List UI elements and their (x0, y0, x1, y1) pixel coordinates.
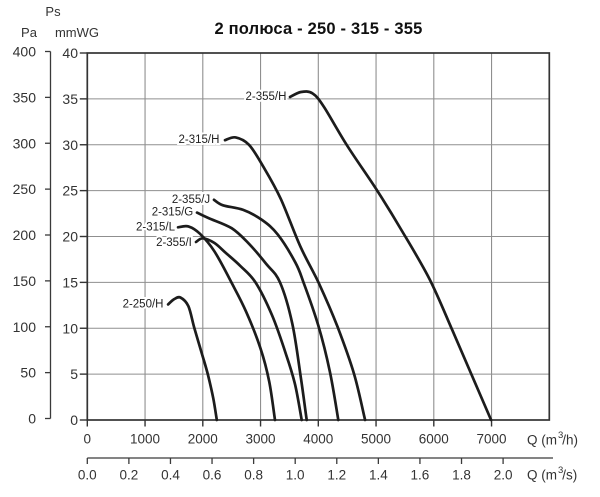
curve-label-2-355/H: 2-355/H (246, 91, 287, 103)
m3h-tick-label: 1000 (130, 432, 160, 447)
m3s-tick-label: 1.0 (286, 468, 305, 483)
mmwg-tick-label: 20 (62, 229, 78, 245)
m3h-tick-label: 5000 (361, 432, 391, 447)
mmwg-tick-label: 35 (62, 91, 78, 107)
m3h-tick-label: 3000 (246, 432, 276, 447)
curve-label-2-315/L: 2-315/L (136, 221, 176, 233)
flow-unit-m3h-prefix: Q (m (527, 432, 557, 448)
flow-unit-m3h-label: Q (m3/h) (527, 430, 579, 448)
flow-unit-m3s-sup: 3 (558, 465, 564, 476)
m3s-tick-label: 0.4 (161, 468, 180, 483)
m3s-tick-label: 0.6 (203, 468, 222, 483)
m3s-tick-label: 1.8 (452, 468, 471, 483)
curve-2-355/H (288, 90, 493, 422)
m3s-tick-label: 1.4 (369, 468, 388, 483)
pa-tick-label: 400 (13, 44, 37, 60)
curve-label-2-250/H: 2-250/H (123, 298, 164, 310)
curve-2-355/J (212, 198, 340, 422)
curve-label-2-355/I: 2-355/I (156, 237, 192, 249)
m3s-tick-label: 0.2 (119, 468, 138, 483)
pa-tick-label: 250 (13, 181, 37, 197)
pa-tick-label: 350 (13, 89, 37, 105)
curve-label-2-315/H: 2-315/H (179, 134, 220, 146)
pa-tick-label: 150 (13, 273, 37, 289)
mmwg-tick-label: 30 (62, 137, 78, 153)
pa-unit-label: Pa (21, 25, 37, 40)
curve-2-250/H (166, 295, 219, 422)
mmwg-tick-label: 15 (62, 274, 78, 290)
mmwg-tick-label: 25 (62, 183, 78, 199)
flow-unit-m3s-label: Q (m3/s) (527, 465, 578, 483)
flow-unit-m3s-suffix: /s) (562, 467, 578, 483)
m3h-tick-label: 0 (84, 432, 92, 447)
mmwg-tick-label: 5 (70, 366, 78, 382)
m3h-tick-label: 4000 (303, 432, 333, 447)
chart-title: 2 полюса - 250 - 315 - 355 (214, 20, 423, 38)
m3s-tick-label: 0.0 (78, 468, 97, 483)
pressure-symbol-label: Ps (45, 4, 61, 19)
mmwg-tick-label: 0 (70, 412, 78, 428)
mmwg-tick-label: 10 (62, 320, 78, 336)
m3h-tick-label: 7000 (477, 432, 507, 447)
flow-unit-m3h-suffix: /h) (562, 432, 579, 448)
mmwg-unit-label: mmWG (54, 25, 100, 40)
pa-tick-label: 300 (13, 135, 37, 151)
m3s-tick-label: 0.8 (244, 468, 263, 483)
curve-label-2-315/G: 2-315/G (152, 207, 194, 219)
m3s-tick-label: 1.2 (327, 468, 346, 483)
flow-unit-m3s-prefix: Q (m (527, 467, 557, 483)
pa-tick-label: 0 (28, 411, 36, 427)
flow-unit-m3h-sup: 3 (558, 430, 564, 441)
pa-tick-label: 200 (13, 227, 37, 243)
m3s-tick-label: 1.6 (411, 468, 430, 483)
m3s-tick-label: 2.0 (494, 468, 513, 483)
curve-2-315/G (195, 211, 309, 422)
mmwg-tick-label: 40 (62, 45, 78, 61)
curve-label-2-355/J: 2-355/J (172, 194, 210, 206)
curve-2-315/H (223, 135, 367, 422)
m3h-tick-label: 2000 (188, 432, 218, 447)
pa-tick-label: 100 (13, 319, 37, 335)
pa-tick-label: 50 (20, 365, 36, 381)
curve-2-355/I (194, 236, 304, 422)
m3h-tick-label: 6000 (419, 432, 449, 447)
curve-2-315/L (176, 224, 277, 422)
